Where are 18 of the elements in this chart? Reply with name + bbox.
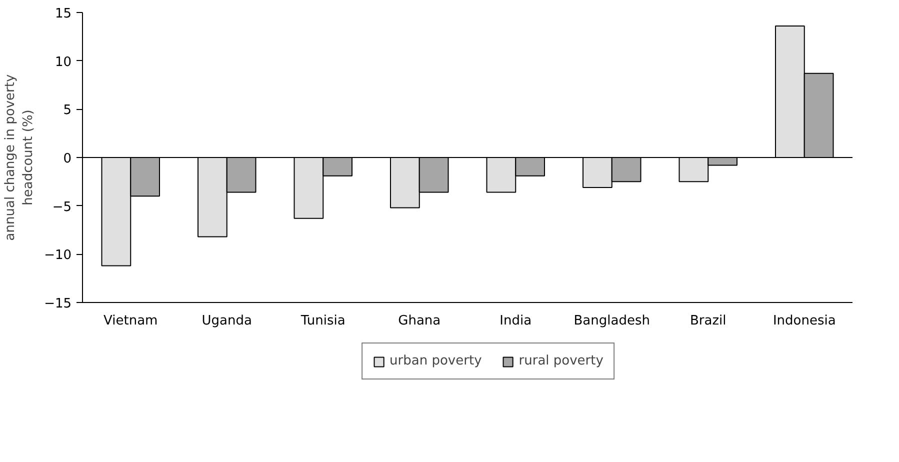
legend-label: rural poverty <box>518 354 604 368</box>
y-tick-label: −15 <box>44 296 72 312</box>
x-tick-label: Ghana <box>398 314 441 328</box>
x-tick-label: Vietnam <box>104 314 158 328</box>
legend-label: urban poverty <box>390 354 482 368</box>
x-tick-label: India <box>500 314 532 328</box>
y-tick-label: 0 <box>63 152 72 166</box>
y-tick-label: 15 <box>54 6 72 22</box>
x-tick-label: Uganda <box>202 314 252 328</box>
y-tick-label: 5 <box>63 103 72 118</box>
y-axis-title: annual change in poverty headcount (%) <box>3 74 36 241</box>
y-tick-label: −10 <box>44 248 72 264</box>
x-tick-label: Indonesia <box>772 314 836 328</box>
y-tick-label: 10 <box>54 54 72 70</box>
x-tick-label: Bangladesh <box>574 314 650 328</box>
x-tick-label: Tunisia <box>300 314 346 328</box>
y-tick-label: −5 <box>52 200 72 215</box>
x-tick-label: Brazil <box>690 314 726 328</box>
